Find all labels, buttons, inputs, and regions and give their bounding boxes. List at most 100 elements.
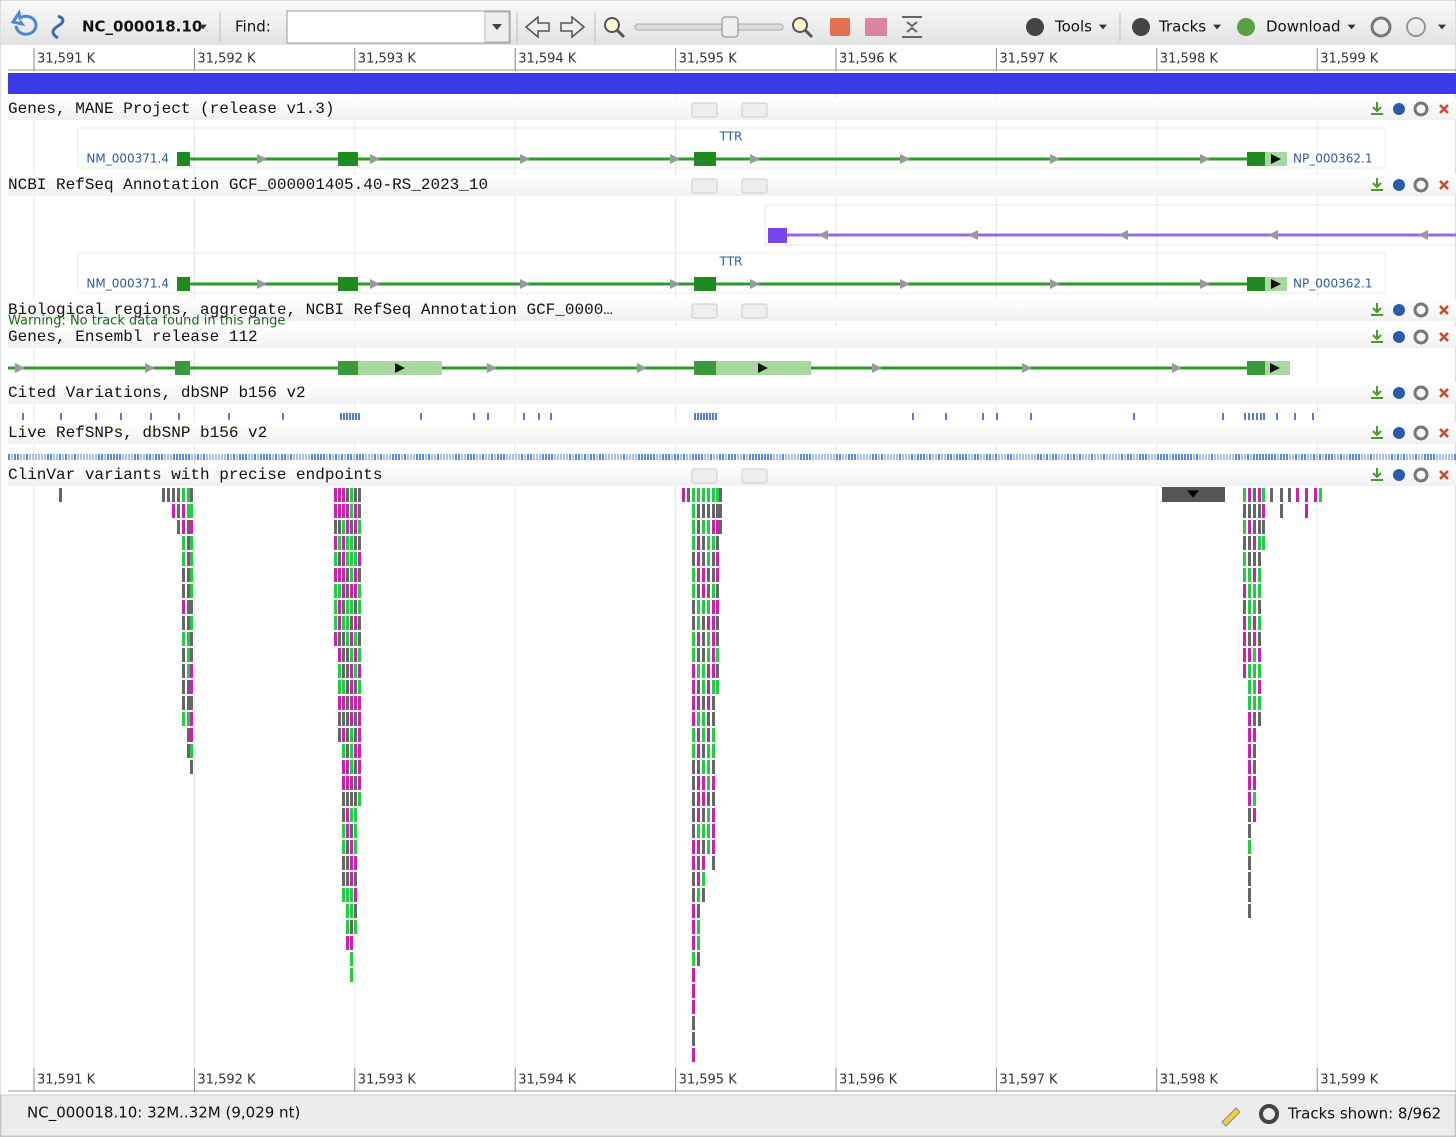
pan-left[interactable] [524, 15, 550, 39]
collapse-button[interactable] [902, 16, 922, 38]
refsnp [1349, 454, 1351, 460]
prev-feature[interactable] [691, 178, 718, 194]
refsnp [1385, 454, 1387, 460]
clinvar-variant [692, 872, 695, 886]
track-info[interactable] [1393, 331, 1405, 343]
menu-2[interactable]: Download [1266, 18, 1341, 36]
refsnp [1382, 454, 1384, 460]
zoom-handle[interactable] [721, 16, 739, 38]
clinvar-variant [190, 536, 193, 550]
next-feature[interactable] [741, 468, 768, 484]
refsnp [632, 454, 634, 460]
download-track[interactable] [1371, 178, 1383, 191]
edit-icon[interactable] [1221, 1107, 1241, 1127]
find-input[interactable] [286, 10, 511, 44]
refsnp [77, 454, 79, 460]
track-settings[interactable] [1413, 177, 1429, 193]
next-feature[interactable] [741, 102, 768, 118]
refsnp [1001, 454, 1003, 460]
settings-icon[interactable] [1259, 1104, 1279, 1124]
track-settings[interactable] [1413, 385, 1429, 401]
refsnp [1196, 454, 1198, 460]
ruler-label: 31,599 K [1320, 52, 1379, 67]
track-settings[interactable] [1413, 425, 1429, 441]
refsnp [713, 454, 715, 460]
clinvar-variant [707, 840, 710, 854]
close-track[interactable] [1439, 332, 1449, 342]
close-track[interactable] [1439, 305, 1449, 315]
sequence-name[interactable]: NC_000018.10 [82, 18, 202, 36]
clinvar-variant [712, 840, 715, 854]
clinvar-variant [338, 536, 341, 550]
refsnp [26, 454, 28, 460]
close-track[interactable] [1439, 104, 1449, 114]
clinvar-variant [177, 488, 180, 502]
clinvar-variant [187, 648, 190, 662]
close-track[interactable] [1439, 180, 1449, 190]
refsnp [740, 454, 742, 460]
refsnp [1286, 454, 1288, 460]
next-feature[interactable] [741, 303, 768, 319]
download-track[interactable] [1371, 386, 1383, 399]
download-track[interactable] [1371, 102, 1383, 115]
refsnp [1289, 454, 1291, 460]
refsnp [650, 454, 652, 460]
zoom-out[interactable] [604, 17, 620, 33]
variant-tick [228, 413, 230, 420]
clinvar-variant [342, 776, 345, 790]
prev-feature[interactable] [691, 102, 718, 118]
clinvar-variant [1253, 632, 1256, 646]
close-track[interactable] [1439, 470, 1449, 480]
refsnp [404, 454, 406, 460]
track-title: Genes, Ensembl release 112 [8, 328, 258, 346]
download-track[interactable] [1371, 468, 1383, 481]
clinvar-variant [702, 680, 705, 694]
menu-1[interactable]: Tracks [1158, 18, 1206, 36]
close-track[interactable] [1439, 388, 1449, 398]
clinvar-variant [342, 856, 345, 870]
refsnp [1328, 454, 1330, 460]
download-track[interactable] [1371, 426, 1383, 439]
clinvar-variant [350, 728, 353, 742]
close-track[interactable] [1439, 428, 1449, 438]
track-info[interactable] [1393, 179, 1405, 191]
clinvar-variant [1258, 488, 1261, 502]
refsnp [380, 454, 382, 460]
track-settings[interactable] [1413, 467, 1429, 483]
download-track[interactable] [1371, 303, 1383, 316]
clinvar-variant [342, 840, 345, 854]
refsnp [1262, 454, 1264, 460]
clinvar-variant [346, 568, 349, 582]
help-button[interactable] [1406, 17, 1426, 37]
clinvar-variant [350, 616, 353, 630]
track-info[interactable] [1393, 304, 1405, 316]
zoom-slider[interactable] [634, 23, 784, 31]
refsnp [89, 454, 91, 460]
clinvar-variant [702, 568, 705, 582]
tracks-button[interactable] [865, 18, 887, 36]
strand-arrow [758, 363, 768, 373]
zoom-in[interactable] [792, 17, 808, 33]
pan-right[interactable] [560, 15, 586, 39]
track-info[interactable] [1393, 387, 1405, 399]
prev-feature[interactable] [691, 468, 718, 484]
track-info[interactable] [1393, 427, 1405, 439]
refsnp [1391, 454, 1393, 460]
download-track[interactable] [1371, 330, 1383, 343]
next-feature[interactable] [741, 178, 768, 194]
track-info[interactable] [1393, 103, 1405, 115]
sequence-button[interactable] [830, 18, 850, 36]
track-settings[interactable] [1413, 329, 1429, 345]
refsnp [1334, 454, 1336, 460]
clinvar-variant [692, 584, 695, 598]
prev-feature[interactable] [691, 303, 718, 319]
track-settings[interactable] [1413, 101, 1429, 117]
track-settings[interactable] [1413, 302, 1429, 318]
refsnp [20, 454, 22, 460]
back-button[interactable] [10, 9, 38, 36]
clinvar-variant [1258, 680, 1261, 694]
refresh-button[interactable] [1370, 16, 1392, 38]
menu-0[interactable]: Tools [1054, 18, 1092, 36]
track-info[interactable] [1393, 469, 1405, 481]
variant-tick [487, 413, 489, 420]
